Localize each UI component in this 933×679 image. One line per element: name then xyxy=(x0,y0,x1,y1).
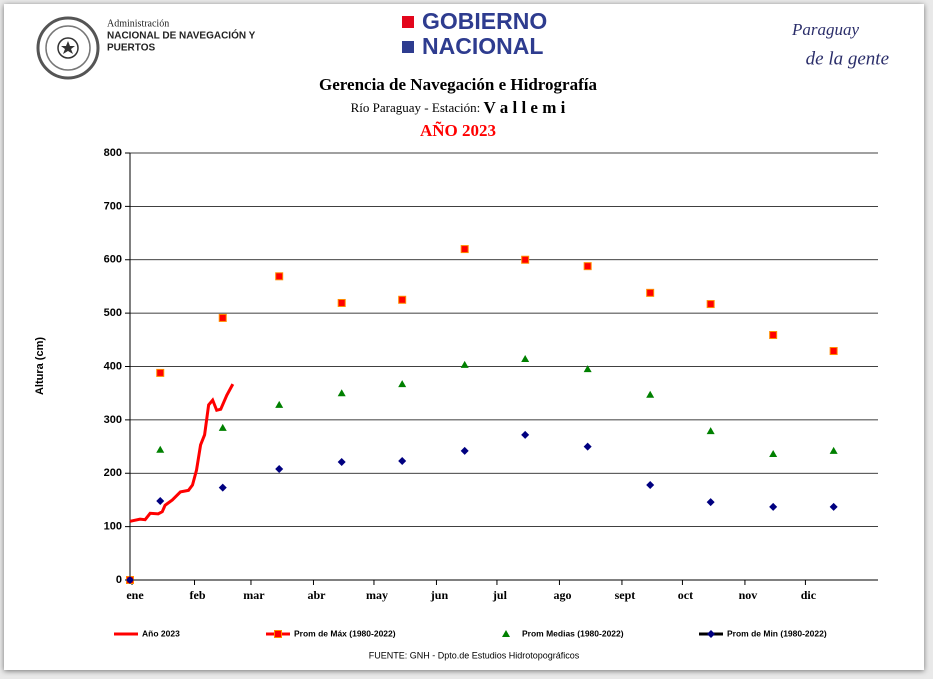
x-tick-label: abr xyxy=(307,588,326,602)
agency-text: NACIONAL DE NAVEGACIÓN Y xyxy=(107,29,256,42)
marker-triangle xyxy=(769,450,778,458)
marker-square xyxy=(460,245,469,254)
legend-label: Prom de Máx (1980-2022) xyxy=(294,628,396,638)
x-tick-label: ago xyxy=(553,588,571,602)
marker-diamond xyxy=(398,456,407,465)
marker-diamond xyxy=(829,502,838,511)
gov-square-red xyxy=(402,16,414,28)
marker-triangle xyxy=(583,365,592,373)
marker-diamond xyxy=(646,480,655,489)
y-tick-label: 0 xyxy=(116,574,122,586)
marker-diamond xyxy=(126,576,134,584)
seal xyxy=(36,16,100,80)
x-tick-label: nov xyxy=(739,588,758,602)
marker-diamond xyxy=(275,464,284,473)
y-tick-label: 500 xyxy=(104,307,122,319)
slogan: Paraguay xyxy=(791,20,860,39)
y-tick-label: 100 xyxy=(104,521,122,533)
chart-title: Gerencia de Navegación e Hidrografía xyxy=(319,75,597,94)
marker-square xyxy=(706,300,715,309)
marker-square xyxy=(275,272,284,281)
y-tick-label: 600 xyxy=(104,254,122,266)
marker-square xyxy=(398,295,407,304)
y-tick-label: 200 xyxy=(104,467,122,479)
y-axis-label: Altura (cm) xyxy=(34,337,46,395)
marker-triangle xyxy=(829,446,838,454)
agency-text: Administración xyxy=(107,18,169,29)
marker-diamond xyxy=(707,630,715,638)
marker-square xyxy=(769,331,778,340)
marker-square xyxy=(583,262,592,271)
card: Administración NACIONAL DE NAVEGACIÓN Y … xyxy=(4,4,924,670)
y-tick-label: 300 xyxy=(104,414,122,426)
legend-label: Año 2023 xyxy=(142,628,180,638)
subtitle-text: Río Paraguay - Estación: xyxy=(351,100,484,115)
gov-square-blue xyxy=(402,41,414,53)
gov-text: NACIONAL xyxy=(422,33,543,59)
marker-square xyxy=(646,288,655,297)
marker-triangle xyxy=(398,380,407,388)
marker-triangle xyxy=(156,445,165,453)
x-tick-label: dic xyxy=(801,588,817,602)
y-tick-label: 400 xyxy=(104,360,122,372)
marker-triangle xyxy=(460,360,469,368)
x-tick-label: ene xyxy=(126,588,144,602)
legend-label: Prom Medias (1980-2022) xyxy=(522,628,624,638)
x-tick-label: sept xyxy=(615,588,636,602)
marker-square xyxy=(218,313,227,322)
marker-diamond xyxy=(218,483,227,492)
gov-text: GOBIERNO xyxy=(422,8,547,34)
marker-square xyxy=(274,630,282,638)
marker-triangle xyxy=(337,389,346,397)
marker-diamond xyxy=(460,446,469,455)
x-tick-label: feb xyxy=(190,588,206,602)
legend-label: Prom de Min (1980-2022) xyxy=(727,628,827,638)
marker-triangle xyxy=(521,355,530,363)
marker-triangle xyxy=(706,427,715,435)
marker-diamond xyxy=(337,458,346,467)
y-tick-label: 700 xyxy=(104,200,122,212)
marker-diamond xyxy=(583,442,592,451)
x-tick-label: jun xyxy=(430,588,449,602)
agency-text: PUERTOS xyxy=(107,43,155,54)
marker-diamond xyxy=(521,430,530,439)
marker-square xyxy=(156,368,165,377)
marker-diamond xyxy=(769,502,778,511)
marker-square xyxy=(337,298,346,307)
x-tick-label: mar xyxy=(243,588,265,602)
year-label: AÑO 2023 xyxy=(420,121,496,140)
chart: Administración NACIONAL DE NAVEGACIÓN Y … xyxy=(34,8,889,660)
x-tick-label: may xyxy=(366,588,388,602)
marker-diamond xyxy=(156,497,165,506)
source: FUENTE: GNH - Dpto.de Estudios Hidrotopo… xyxy=(369,650,580,660)
marker-triangle xyxy=(275,400,284,408)
slogan: de la gente xyxy=(806,48,889,69)
station: V a l l e m i xyxy=(484,98,566,117)
x-tick-label: jul xyxy=(492,588,508,602)
x-tick-label: oct xyxy=(678,588,693,602)
marker-triangle xyxy=(646,390,655,398)
marker-square xyxy=(521,255,530,264)
y-tick-label: 800 xyxy=(104,147,122,159)
series-line xyxy=(129,383,235,523)
chart-subtitle: Río Paraguay - Estación: V a l l e m i xyxy=(351,98,566,117)
marker-triangle xyxy=(502,630,510,637)
marker-square xyxy=(829,347,838,356)
marker-triangle xyxy=(218,423,227,431)
marker-diamond xyxy=(706,498,715,507)
